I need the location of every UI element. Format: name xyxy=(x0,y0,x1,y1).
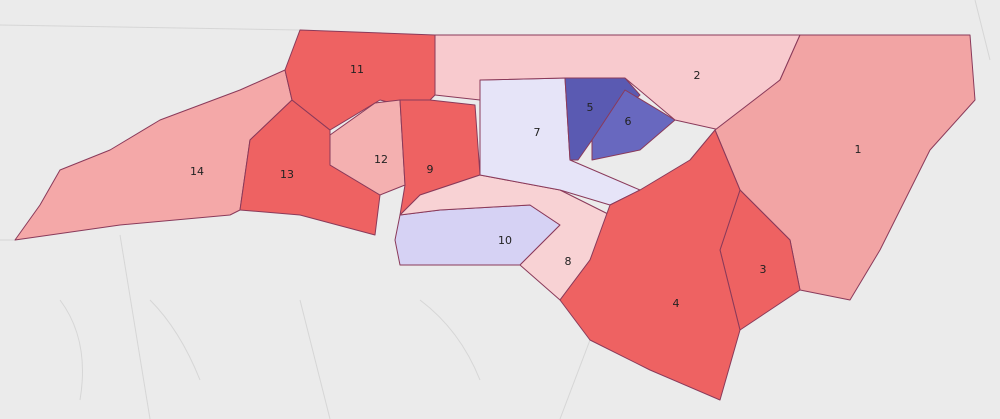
district-1 xyxy=(714,34,976,301)
district-label: 9 xyxy=(427,163,434,176)
district-label: 8 xyxy=(565,255,572,268)
river xyxy=(59,299,481,401)
district-6 xyxy=(591,89,676,161)
district-label: 3 xyxy=(760,263,767,276)
district-labels: 1 2 3 4 5 6 7 8 9 10 11 12 13 14 xyxy=(190,63,862,310)
district-label: 11 xyxy=(350,63,364,76)
district-label: 12 xyxy=(374,153,388,166)
district-label: 1 xyxy=(855,143,862,156)
district-label: 4 xyxy=(673,297,680,310)
district-label: 13 xyxy=(280,168,294,181)
district-label: 6 xyxy=(625,115,632,128)
districts xyxy=(14,29,976,401)
district-label: 2 xyxy=(694,69,701,82)
district-label: 14 xyxy=(190,165,204,178)
district-4 xyxy=(559,129,741,401)
district-label: 5 xyxy=(587,101,594,114)
district-label: 10 xyxy=(498,234,512,247)
district-label: 7 xyxy=(534,126,541,139)
